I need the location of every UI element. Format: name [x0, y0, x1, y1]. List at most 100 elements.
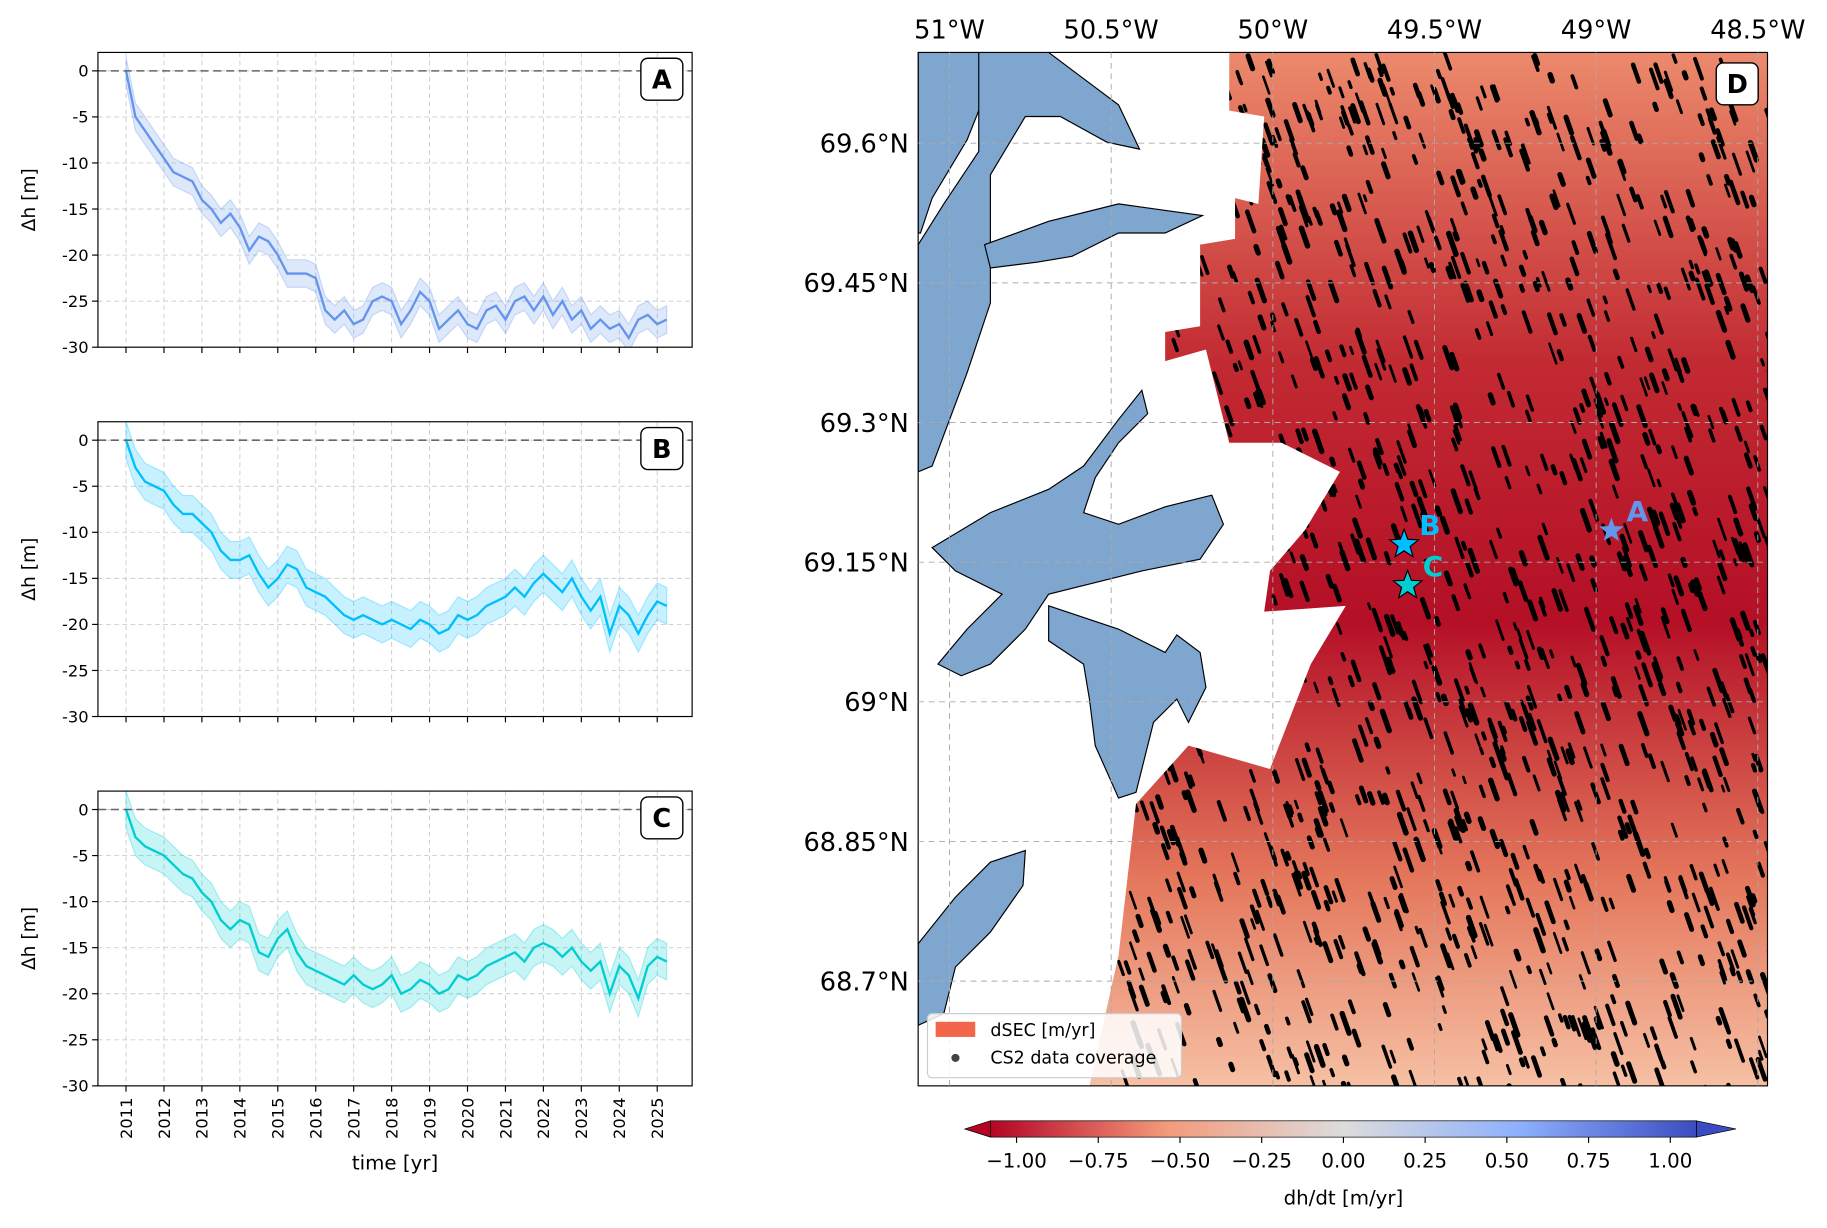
coverage-streak: [1233, 1021, 1240, 1034]
coverage-streak: [1138, 984, 1150, 1007]
coverage-streak: [1293, 799, 1300, 810]
coverage-streak: [1383, 896, 1390, 910]
coverage-streak: [1327, 279, 1340, 304]
coverage-streak: [1428, 261, 1437, 274]
coverage-streak: [1424, 257, 1430, 269]
coverage-streak: [1372, 682, 1382, 701]
coverage-streak: [1236, 997, 1245, 1014]
coverage-streak: [1639, 377, 1648, 397]
coverage-streak: [1552, 931, 1563, 954]
coverage-streak: [1339, 1010, 1352, 1036]
coverage-streak: [1129, 941, 1138, 961]
coverage-streak: [1483, 923, 1494, 947]
coverage-streak: [1365, 537, 1377, 561]
coverage-streak: [1175, 836, 1187, 862]
coverage-streak: [1648, 67, 1660, 91]
coverage-streak: [1646, 284, 1652, 294]
coverage-streak: [1457, 1076, 1467, 1086]
colorbar-tick-label: 1.00: [1648, 1149, 1692, 1172]
coverage-streak: [1526, 685, 1538, 709]
legend-label: dSEC [m/yr]: [990, 1021, 1095, 1041]
coverage-streak: [1558, 589, 1569, 612]
coverage-streak: [1418, 927, 1428, 948]
coverage-streak: [1155, 794, 1164, 810]
x-tick-label: 2021: [496, 1098, 515, 1139]
coverage-streak: [1747, 140, 1760, 163]
coverage-streak: [1524, 658, 1531, 671]
coverage-streak: [1759, 424, 1768, 441]
coverage-streak: [1117, 959, 1125, 977]
coverage-streak: [1646, 544, 1659, 569]
coverage-streak: [1418, 132, 1427, 149]
coverage-streak: [1600, 777, 1611, 801]
coverage-streak: [1660, 1059, 1667, 1070]
coverage-streak: [1481, 1038, 1488, 1051]
coverage-streak: [1564, 1089, 1571, 1108]
coverage-streak: [1396, 455, 1407, 476]
coverage-streak: [1526, 965, 1532, 975]
coverage-streak: [1458, 698, 1468, 718]
coverage-streak: [1465, 914, 1478, 939]
coverage-streak: [1481, 260, 1490, 275]
coverage-streak: [1635, 194, 1644, 210]
coverage-streak: [1442, 52, 1453, 71]
coverage-streak: [1341, 1054, 1350, 1067]
coverage-streak: [1383, 551, 1392, 566]
coverage-streak: [1161, 843, 1170, 861]
coverage-streak: [1544, 900, 1556, 925]
coverage-streak: [1581, 438, 1593, 460]
coverage-streak: [1532, 53, 1541, 67]
coverage-streak: [1670, 993, 1683, 1020]
coverage-streak: [1347, 999, 1356, 1015]
coverage-streak: [1506, 390, 1516, 408]
colorbar-tick-label: 0.25: [1403, 1149, 1447, 1172]
coverage-streak: [1585, 175, 1592, 186]
coverage-streak: [1744, 885, 1756, 908]
coverage-streak: [1721, 409, 1729, 423]
coverage-streak: [1171, 955, 1180, 971]
coverage-streak: [1525, 409, 1532, 423]
coverage-streak: [1390, 614, 1400, 635]
coverage-streak: [1717, 561, 1728, 582]
coverage-streak: [1349, 264, 1357, 278]
coverage-streak: [1284, 807, 1295, 828]
coverage-streak: [1266, 895, 1274, 908]
coverage-streak: [1280, 848, 1290, 867]
coverage-streak: [1473, 137, 1481, 151]
coverage-streak: [1274, 1070, 1281, 1080]
coverage-streak: [1698, 871, 1710, 894]
coverage-streak: [1291, 1053, 1301, 1075]
coverage-streak: [1581, 1021, 1593, 1043]
coverage-streak: [1713, 863, 1721, 877]
coverage-streak: [1413, 339, 1424, 360]
series-line: [124, 439, 668, 638]
coverage-streak: [1431, 664, 1443, 686]
coverage-streak: [1595, 410, 1605, 429]
coverage-streak: [1304, 997, 1314, 1016]
coverage-streak: [1171, 976, 1180, 994]
coverage-streak: [1641, 662, 1653, 688]
coverage-streak: [1257, 314, 1267, 331]
coverage-streak: [1296, 969, 1306, 989]
coverage-streak: [1416, 496, 1429, 520]
coverage-streak: [1347, 447, 1356, 463]
coverage-streak: [1653, 656, 1664, 679]
x-tick-label: 51°W: [914, 15, 985, 45]
coverage-streak: [1718, 406, 1728, 425]
coverage-streak: [1762, 387, 1768, 411]
coverage-streak: [1259, 137, 1271, 158]
coverage-streak: [1603, 310, 1611, 322]
coverage-streak: [1729, 253, 1738, 270]
coverage-streak: [1266, 181, 1278, 204]
coverage-streak: [1766, 950, 1768, 971]
coverage-streak: [1510, 852, 1520, 870]
uncertainty-band: [125, 421, 668, 655]
coverage-streak: [1506, 772, 1518, 797]
location-label: A: [1626, 495, 1648, 528]
coverage-streak: [1488, 300, 1498, 319]
coverage-streak: [1632, 831, 1646, 857]
coverage-streak: [1550, 464, 1558, 476]
coverage-streak: [1715, 1015, 1723, 1026]
coverage-streak: [1476, 1076, 1484, 1086]
coverage-streak: [1467, 137, 1474, 150]
